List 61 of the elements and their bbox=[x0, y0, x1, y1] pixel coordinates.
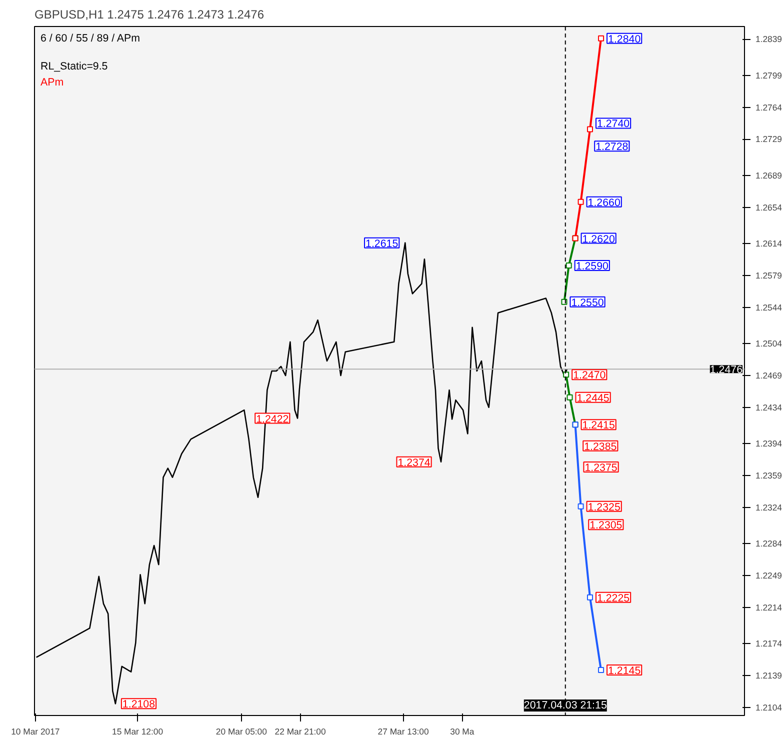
y-tick-label: 1.2139 bbox=[756, 670, 782, 681]
point bbox=[566, 262, 572, 269]
y-tick-label: 1.2839 bbox=[756, 34, 782, 44]
y-tick-label: 1.2324 bbox=[756, 502, 782, 512]
point bbox=[563, 372, 570, 378]
annotation: 1.2375 bbox=[584, 462, 618, 474]
y-tick-label: 1.2434 bbox=[756, 402, 782, 412]
annotation: 1.2305 bbox=[590, 520, 622, 532]
point bbox=[578, 198, 584, 205]
y-tick-label: 1.2394 bbox=[756, 438, 782, 449]
point bbox=[578, 503, 584, 510]
annotation: 1.2145 bbox=[608, 665, 641, 678]
y-tick-label: 1.2284 bbox=[756, 538, 782, 549]
annotation: 1.2615 bbox=[366, 238, 398, 250]
y-tick-label: 1.2214 bbox=[756, 602, 782, 612]
x-tick-label: 20 Mar 05:00 bbox=[216, 726, 268, 736]
annotation: APm bbox=[40, 76, 64, 88]
y-tick-label: 1.2654 bbox=[756, 202, 782, 212]
point bbox=[566, 394, 573, 400]
y-tick-label: 1.2799 bbox=[756, 70, 782, 81]
annotation: 1.2374 bbox=[398, 456, 430, 469]
y-tick-label: 1.2174 bbox=[756, 638, 782, 649]
x-tick-label: 27 Mar 13:00 bbox=[378, 726, 429, 736]
y-tick-label: 1.2579 bbox=[756, 270, 782, 281]
x-tick-label: 15 Mar 12:00 bbox=[112, 726, 164, 736]
x-tick-label: 22 Mar 21:00 bbox=[274, 726, 326, 736]
y-tick-label: 1.2764 bbox=[756, 102, 782, 112]
annotation: 1.2225 bbox=[596, 592, 630, 604]
y-tick-label: 1.2544 bbox=[756, 302, 782, 312]
annotation: RL_Static=9.5 bbox=[40, 60, 108, 72]
annotation: 1.2728 bbox=[596, 141, 628, 154]
point bbox=[598, 35, 604, 42]
y-tick-label: 1.2469 bbox=[756, 370, 782, 381]
annotation: 1.2840 bbox=[608, 33, 641, 46]
point bbox=[598, 667, 604, 674]
y-tick-label: 1.2249 bbox=[756, 570, 782, 581]
annotation: 1.2590 bbox=[576, 260, 609, 273]
annotation: 1.2620 bbox=[582, 233, 615, 246]
annotation: 1.2550 bbox=[571, 296, 604, 309]
annotation: 1.2470 bbox=[573, 370, 606, 382]
annotation: 1.2740 bbox=[596, 118, 630, 130]
annotation: 1.2415 bbox=[582, 420, 615, 432]
annotation: 1.2445 bbox=[576, 392, 610, 404]
x-tick-label: 30 Ma bbox=[450, 726, 474, 736]
annotation: 1.2660 bbox=[588, 196, 620, 209]
annotation: 1.2108 bbox=[122, 698, 156, 711]
y-tick-label: 1.2359 bbox=[756, 470, 782, 481]
y-tick-label: 1.2104 bbox=[756, 702, 782, 712]
chart-title: GBPUSD,H1 1.2475 1.2476 1.2473 1.2476 bbox=[34, 8, 264, 22]
y-tick-label: 1.2614 bbox=[756, 238, 782, 249]
annotation: 6 / 60 / 55 / 89 / APm bbox=[40, 32, 140, 44]
ref-line-label: 2017.04.03 21:15 bbox=[524, 700, 607, 712]
annotation: 1.2422 bbox=[256, 413, 289, 426]
annotation: 1.2325 bbox=[588, 501, 620, 514]
annotation: 1.2385 bbox=[584, 440, 617, 453]
y-tick-label: 1.2504 bbox=[756, 338, 782, 349]
point bbox=[586, 126, 593, 132]
y-tick-label: 1.2729 bbox=[756, 134, 782, 144]
y-tick-label: 1.2689 bbox=[756, 170, 782, 181]
point bbox=[586, 594, 593, 600]
x-tick-label: 10 Mar 2017 bbox=[11, 726, 60, 736]
